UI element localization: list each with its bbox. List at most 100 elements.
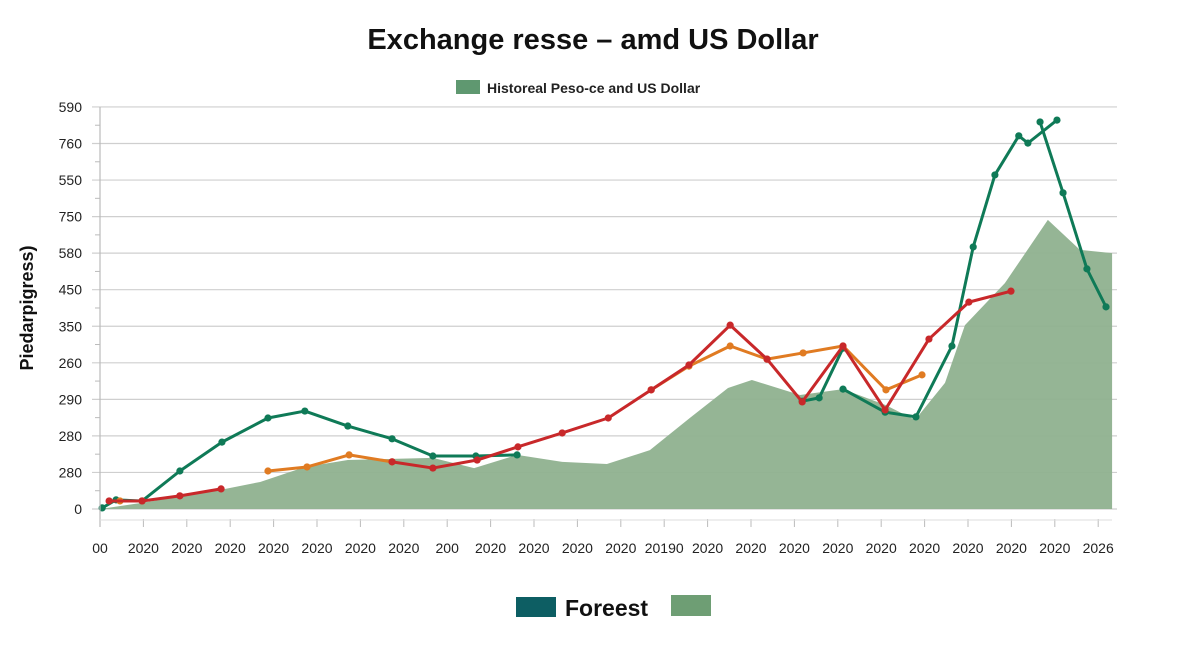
y-tick-label: 280 bbox=[59, 428, 83, 444]
y-tick-label: 290 bbox=[59, 391, 83, 407]
data-point bbox=[1007, 287, 1015, 295]
y-axis: 0 280 280 290 260 350 450 580 750 550 760 590 bbox=[59, 99, 101, 527]
data-point bbox=[558, 429, 566, 437]
y-tick-label: 0 bbox=[74, 501, 82, 517]
data-point bbox=[726, 321, 734, 329]
data-point bbox=[429, 464, 437, 472]
x-tick-label: 2020 bbox=[388, 540, 419, 556]
data-point bbox=[881, 406, 889, 414]
data-point bbox=[514, 443, 522, 451]
data-point bbox=[948, 342, 956, 350]
y-tick-label: 280 bbox=[59, 464, 83, 480]
data-point bbox=[1059, 189, 1067, 197]
top-legend: Historeal Peso-ce and US Dollar bbox=[456, 80, 701, 96]
x-tick-label: 2020 bbox=[301, 540, 332, 556]
x-tick-label: 200 bbox=[436, 540, 460, 556]
data-point bbox=[912, 413, 920, 421]
x-tick-label: 2020 bbox=[996, 540, 1027, 556]
x-tick-label: 2020 bbox=[692, 540, 723, 556]
top-legend-label: Historeal Peso-ce and US Dollar bbox=[487, 80, 701, 96]
data-point bbox=[1036, 118, 1044, 126]
y-tick-label: 590 bbox=[59, 99, 83, 115]
y-tick-label: 260 bbox=[59, 355, 83, 371]
x-tick-label: 2020 bbox=[605, 540, 636, 556]
data-point bbox=[1083, 265, 1091, 273]
data-point bbox=[965, 298, 973, 306]
legend-swatch-area bbox=[671, 595, 711, 616]
y-tick-label: 450 bbox=[59, 282, 83, 298]
data-point bbox=[1102, 303, 1110, 311]
series-line bbox=[267, 453, 393, 473]
data-point bbox=[105, 497, 113, 505]
x-tick-label: 2020 bbox=[779, 540, 810, 556]
series-line bbox=[391, 289, 1012, 470]
x-tick-label: 2020 bbox=[822, 540, 853, 556]
y-axis-label: Piedarpigress) bbox=[17, 245, 37, 370]
x-tick-label: 2020 bbox=[258, 540, 289, 556]
series-line bbox=[650, 344, 923, 392]
area-fill bbox=[100, 219, 1113, 509]
top-legend-swatch bbox=[456, 80, 480, 94]
y-tick-label: 760 bbox=[59, 136, 83, 152]
data-point bbox=[685, 361, 693, 369]
data-point bbox=[344, 422, 352, 430]
data-point bbox=[303, 463, 311, 471]
data-point bbox=[513, 451, 521, 459]
y-tick-label: 580 bbox=[59, 245, 83, 261]
data-point bbox=[604, 414, 612, 422]
x-tick-label: 2026 bbox=[1083, 540, 1114, 556]
legend-swatch-foreest bbox=[516, 597, 556, 617]
chart-title: Exchange resse – amd US Dollar bbox=[367, 24, 818, 56]
y-tick-label: 350 bbox=[59, 318, 83, 334]
data-point bbox=[301, 407, 309, 415]
data-point bbox=[1053, 116, 1061, 124]
x-tick-label: 2020 bbox=[518, 540, 549, 556]
x-tick-label: 2020 bbox=[562, 540, 593, 556]
data-point bbox=[799, 349, 807, 357]
data-point bbox=[1024, 139, 1032, 147]
data-point bbox=[969, 243, 977, 251]
bottom-legend: Foreest bbox=[516, 595, 711, 621]
data-point bbox=[473, 456, 481, 464]
data-point bbox=[839, 342, 847, 350]
x-tick-label: 2020 bbox=[909, 540, 940, 556]
data-point bbox=[647, 386, 655, 394]
data-point bbox=[726, 342, 734, 350]
data-point bbox=[388, 435, 396, 443]
x-tick-label: 2020 bbox=[128, 540, 159, 556]
data-point bbox=[925, 335, 933, 343]
data-point bbox=[1015, 132, 1023, 140]
data-point bbox=[217, 485, 225, 493]
data-point bbox=[815, 394, 823, 402]
grid bbox=[92, 106, 1117, 510]
data-point bbox=[138, 497, 146, 505]
x-tick-label: 2020 bbox=[866, 540, 897, 556]
x-tick-label: 2020 bbox=[475, 540, 506, 556]
data-point bbox=[798, 398, 806, 406]
data-point bbox=[839, 385, 847, 393]
data-point bbox=[176, 492, 184, 500]
x-tick-label: 2020 bbox=[735, 540, 766, 556]
area-layer bbox=[100, 219, 1113, 509]
data-point bbox=[882, 386, 890, 394]
x-tick-label: 2020 bbox=[171, 540, 202, 556]
data-point bbox=[345, 451, 353, 459]
data-point bbox=[763, 355, 771, 363]
series-layer bbox=[98, 116, 1110, 512]
data-point bbox=[176, 467, 184, 475]
x-tick-label: 2020 bbox=[952, 540, 983, 556]
x-tick-label: 2020 bbox=[345, 540, 376, 556]
data-point bbox=[264, 414, 272, 422]
data-point bbox=[264, 467, 272, 475]
x-tick-label: 20190 bbox=[645, 540, 684, 556]
series-line bbox=[109, 487, 222, 503]
legend-label-foreest: Foreest bbox=[565, 595, 648, 621]
x-axis: 00 2020 2020 2020 2020 2020 2020 2020 200 2020 202… bbox=[92, 519, 1114, 556]
x-tick-label: 2020 bbox=[215, 540, 246, 556]
x-tick-label: 00 bbox=[92, 540, 108, 556]
data-point bbox=[429, 452, 437, 460]
data-point bbox=[918, 371, 926, 379]
y-tick-label: 750 bbox=[59, 209, 83, 225]
data-point bbox=[218, 438, 226, 446]
